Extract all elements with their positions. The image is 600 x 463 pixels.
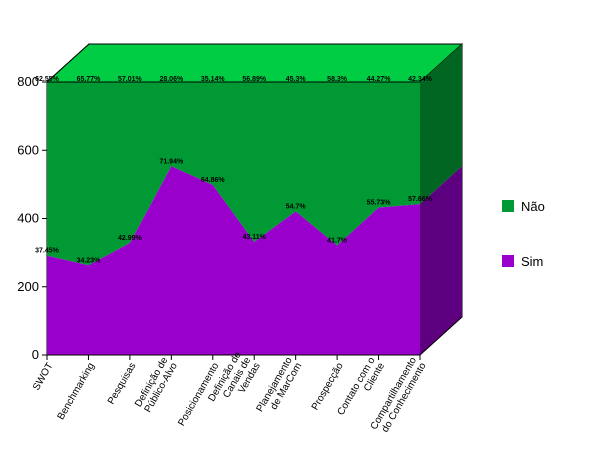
area-series-sim <box>47 166 420 355</box>
data-label-nao: 57.01% <box>118 76 143 83</box>
legend: Não Sim <box>502 199 545 269</box>
data-label-sim: 57.66% <box>408 196 433 203</box>
data-label-nao: 42.34% <box>408 76 433 83</box>
data-label-nao: 44.27% <box>367 76 392 83</box>
floor-edge <box>419 316 463 356</box>
x-tick-label: SWOT <box>31 361 56 392</box>
area-side-sim <box>420 166 462 355</box>
data-label-sim: 37.45% <box>35 248 60 255</box>
x-tick-label: Pesquisas <box>106 361 139 406</box>
data-label-sim: 55.73% <box>367 200 392 207</box>
data-label-nao: 65.77% <box>77 76 102 83</box>
data-label-sim: 42.99% <box>118 235 143 242</box>
data-labels: 62.55% 65.77% 57.01% 28.06% 35.14% 56.89% 45.3… <box>35 76 433 264</box>
y-tick-label: 0 <box>32 347 39 362</box>
data-label-sim: 64.86% <box>201 177 226 184</box>
plot-area <box>45 43 464 356</box>
x-tick-label: Planejamentode MarCom <box>255 355 305 419</box>
y-tick-label: 400 <box>17 211 39 226</box>
data-label-nao: 58.3% <box>327 76 348 83</box>
data-label-sim: 54.7% <box>286 203 307 210</box>
y-tick-label: 800 <box>17 74 39 89</box>
data-label-nao: 62.55% <box>35 76 60 83</box>
data-label-sim: 34.23% <box>77 257 102 264</box>
data-label-nao: 28.06% <box>159 76 184 83</box>
data-label-nao: 56.89% <box>242 76 267 83</box>
data-label-sim: 71.94% <box>159 158 184 165</box>
legend-label: Não <box>521 199 545 214</box>
x-tick-label: Definição dePúblico-Alvo <box>133 355 180 415</box>
y-tick-label: 200 <box>17 279 39 294</box>
data-label-sim: 41.7% <box>327 237 348 244</box>
legend-swatch <box>502 255 514 267</box>
legend-swatch <box>502 200 514 212</box>
data-label-nao: 45.3% <box>286 76 307 83</box>
y-tick-label: 600 <box>17 142 39 157</box>
area-series-nao <box>47 82 420 266</box>
x-tick-label: Benchmarking <box>56 361 97 422</box>
y-axis: 0 200 400 600 800 <box>17 43 90 362</box>
data-label-sim: 43.11% <box>243 234 267 241</box>
data-label-nao: 35.14% <box>201 76 226 83</box>
area-side-nao <box>420 44 462 205</box>
legend-label: Sim <box>521 254 543 269</box>
